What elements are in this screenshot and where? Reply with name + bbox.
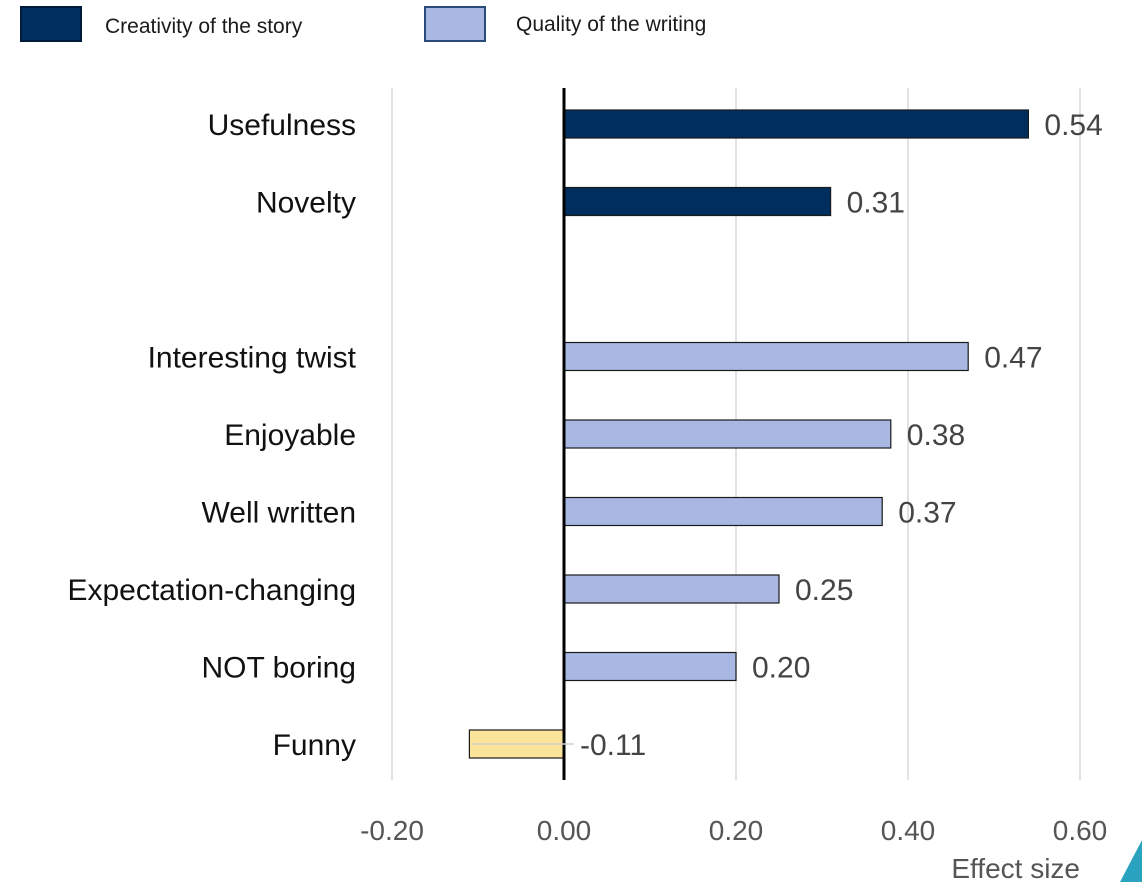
bar xyxy=(563,651,737,682)
category-label: Usefulness xyxy=(208,109,356,142)
data-label: 0.54 xyxy=(1044,109,1102,142)
legend-label-creativity: Creativity of the story xyxy=(105,15,303,38)
bar xyxy=(563,186,832,217)
labels: -0.20 0.00 0.20 0.40 0.60 Usefulness Novelty In… xyxy=(67,109,1107,882)
bar xyxy=(563,341,969,372)
legend-swatch-quality xyxy=(424,6,486,42)
category-label: Interesting twist xyxy=(148,342,357,375)
x-tick-label: 0.60 xyxy=(1053,815,1108,846)
legend-swatch-creativity xyxy=(20,6,82,42)
legend-label-quality: Quality of the writing xyxy=(516,13,707,36)
bar xyxy=(563,419,892,449)
x-tick-label: 0.40 xyxy=(881,815,936,846)
category-label: Funny xyxy=(273,729,356,762)
data-label: 0.37 xyxy=(898,497,956,530)
data-label: -0.11 xyxy=(580,729,646,762)
data-label: 0.20 xyxy=(752,652,810,685)
category-label: NOT boring xyxy=(201,652,356,685)
bar xyxy=(563,109,1029,139)
bars xyxy=(468,109,1029,759)
category-label: Novelty xyxy=(256,187,356,220)
bar xyxy=(563,574,780,604)
bar xyxy=(563,496,883,527)
category-label: Expectation-changing xyxy=(67,574,356,607)
x-tick-label: 0.20 xyxy=(709,815,764,846)
x-tick-label: -0.20 xyxy=(360,815,424,846)
corner-accent-shape xyxy=(1120,840,1142,882)
data-label: 0.31 xyxy=(847,187,905,220)
data-label: 0.47 xyxy=(984,342,1042,375)
data-label: 0.25 xyxy=(795,574,853,607)
category-label: Enjoyable xyxy=(224,419,356,452)
x-axis-title: Effect size xyxy=(951,853,1080,882)
category-label: Well written xyxy=(202,497,356,530)
x-tick-label: 0.00 xyxy=(537,815,592,846)
data-label: 0.38 xyxy=(907,419,965,452)
